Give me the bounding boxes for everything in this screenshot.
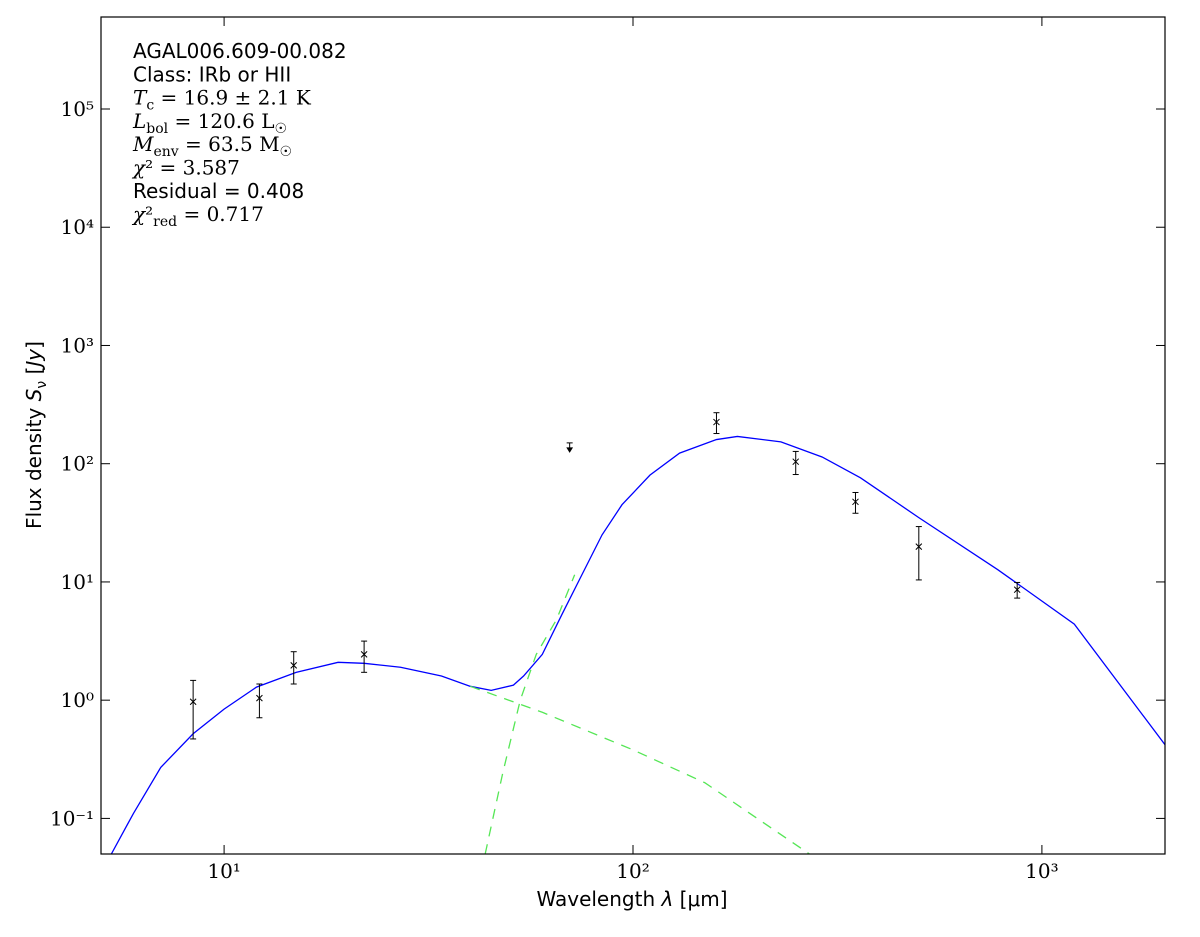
y-tick-label: 10⁵ [61,97,94,121]
model-component [484,574,576,854]
text-segment: λ [660,887,673,911]
curves [110,435,1165,854]
y-tick-label: 10¹ [61,570,94,594]
text-segment: ² = 3.587 [145,156,240,180]
error-bar [256,683,263,719]
text-segment: Flux density [22,401,46,529]
y-tick-label: 10³ [61,333,94,357]
text-segment: = 16.9 ± 2.1 K [154,86,312,110]
text-segment: red [153,214,177,230]
data-point [1013,586,1021,594]
y-axis-label: Flux density Sν [Jy] [22,341,50,529]
text-segment: χ [131,202,147,226]
error-bar [852,491,859,514]
annotation: AGAL006.609-00.082 [133,39,347,63]
x-axis-label: Wavelength λ [μm] [536,887,727,911]
text-segment: Wavelength [536,887,661,911]
text-segment: env [153,144,178,160]
data-point [852,498,859,506]
annotation: Class: IRb or HII [133,62,291,86]
annotation: χ² = 3.587 [131,156,240,180]
annotation: Tc = 16.9 ± 2.1 K [133,86,312,114]
text-segment: M [132,132,154,156]
error-bar [792,450,799,476]
y-tick-label: 10² [61,452,94,476]
x-tick-label: 10³ [1025,859,1058,883]
data-point [915,543,923,550]
text-segment: bol [146,121,168,137]
text-segment: ² [145,202,153,226]
y-tick-label: 10⁰ [61,688,94,712]
y-tick-label: 10⁴ [61,215,94,239]
error-bar [290,651,297,685]
model-component [470,685,810,854]
upper-limit-arrow [566,447,574,453]
text-segment: ☉ [275,121,288,137]
annotation: Lbol = 120.6 L☉ [132,109,287,137]
data-point [256,694,263,702]
text-segment: ☉ [280,144,293,160]
text-segment: T [133,86,148,110]
text-segment: ] [22,341,46,349]
data-point [792,458,800,466]
text-segment: = 0.717 [177,202,264,226]
annotation: χ²red = 0.717 [131,202,264,230]
text-segment: Jy [22,348,46,371]
x-tick-label: 10² [616,859,649,883]
text-segment: c [146,98,154,114]
annotation: Menv = 63.5 M☉ [132,132,292,160]
model-total [110,435,1165,854]
text-segment: ν [34,381,50,389]
text-segment: [ [22,367,46,381]
error-bar [190,679,197,740]
error-bar [915,526,922,581]
text-segment: L [132,109,146,133]
x-tick-label: 10¹ [207,859,240,883]
error-bar [361,640,368,673]
data-point [290,662,298,669]
text-segment: χ [131,156,147,180]
data-point [189,698,197,706]
text-segment: = 120.6 L [168,109,274,133]
upper-limit [566,442,574,453]
error-bar [713,412,720,435]
annotation: Residual = 0.408 [133,179,304,203]
y-tick-label: 10⁻¹ [50,806,94,830]
text-segment: = 63.5 M [179,132,280,156]
data-point [360,651,368,658]
data-point [713,418,720,426]
text-segment: [μm] [673,887,727,911]
text-segment: S [22,388,46,401]
